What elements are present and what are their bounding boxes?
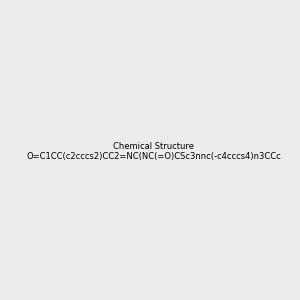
- Text: Chemical Structure
O=C1CC(c2cccs2)CC2=NC(NC(=O)CSc3nnc(-c4cccs4)n3CCc: Chemical Structure O=C1CC(c2cccs2)CC2=NC…: [26, 142, 281, 161]
